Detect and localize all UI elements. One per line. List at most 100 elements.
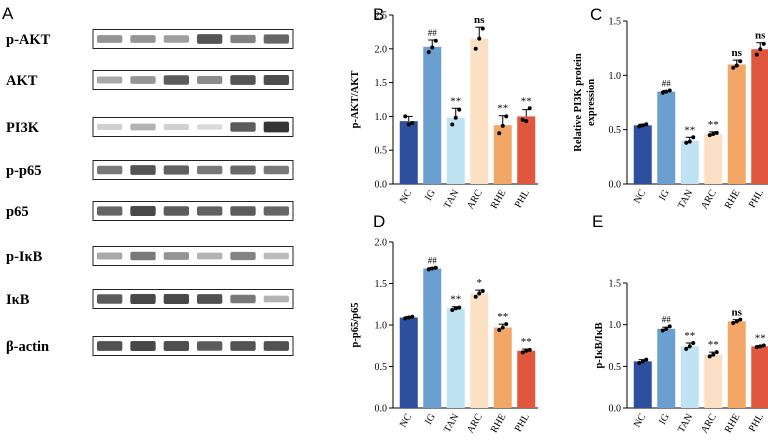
y-tick-label: 1.0: [609, 71, 622, 82]
blot-band: [97, 206, 123, 216]
bar-ig: [423, 46, 442, 184]
bar-arc: [704, 134, 723, 184]
blot-band: [130, 123, 156, 131]
data-point: [500, 123, 505, 128]
data-point: [664, 89, 669, 94]
category-label: PHL: [513, 188, 532, 210]
data-point: [707, 133, 712, 138]
blot-band: [263, 252, 289, 260]
data-point: [473, 46, 478, 51]
bar-tan: [446, 117, 465, 184]
blot-band: [197, 76, 223, 84]
category-label: RHE: [489, 188, 509, 211]
y-axis-label: Relative PI3K protein expression: [573, 53, 597, 152]
data-point: [500, 325, 505, 330]
data-point: [497, 327, 502, 332]
y-tick-label: 0.5: [375, 362, 388, 373]
data-point: [433, 265, 438, 270]
blot-row-label: IκB: [6, 292, 30, 308]
blot-band: [263, 34, 289, 44]
blot-band: [97, 294, 123, 304]
blot-strip: [92, 29, 294, 49]
data-point: [403, 316, 408, 321]
data-point: [524, 119, 529, 124]
data-point: [714, 350, 719, 355]
data-point: [477, 291, 482, 296]
significance-label: *: [477, 277, 483, 289]
data-point: [403, 114, 408, 119]
blot-band: [263, 295, 289, 303]
y-tick-label: 1.0: [609, 320, 622, 331]
blot-band: [97, 252, 123, 260]
significance-label: **: [497, 311, 508, 323]
significance-label: **: [521, 95, 532, 107]
data-point: [524, 348, 529, 353]
chart-panel-c: C 0.0 0.5 1.0 1.5 Relative PI3K protein expres…: [573, 5, 768, 211]
blot-band: [230, 206, 256, 216]
blot-band: [163, 165, 189, 175]
data-point: [734, 63, 739, 68]
significance-label: **: [708, 339, 719, 351]
blot-band: [197, 341, 223, 351]
significance-label: **: [684, 124, 695, 136]
panel-letter-a: A: [2, 4, 14, 23]
blot-band: [163, 252, 189, 260]
blot-band: [230, 165, 256, 175]
significance-label: **: [450, 294, 461, 306]
bar-rhe: [493, 125, 512, 184]
y-tick-label: 0.5: [375, 146, 388, 157]
blot-strip: [92, 160, 294, 180]
bar-nc: [633, 125, 652, 184]
data-point: [754, 52, 759, 57]
data-point: [684, 140, 689, 145]
y-axis-label: p-p65/p65: [350, 303, 361, 348]
category-label: IG: [657, 188, 672, 203]
blot-band: [230, 251, 256, 261]
significance-label: **: [755, 333, 766, 345]
category-label: TAN: [442, 412, 461, 435]
blot-band: [130, 76, 156, 84]
blot-band: [163, 341, 189, 351]
y-tick-label: 1.5: [609, 17, 622, 28]
data-point: [504, 114, 509, 119]
data-point: [527, 347, 532, 352]
bar-ig: [423, 268, 442, 408]
data-point: [687, 344, 692, 349]
data-point: [754, 345, 759, 350]
category-label: ARC: [465, 188, 485, 212]
data-point: [406, 122, 411, 127]
data-point: [761, 343, 766, 348]
panel-letter: B: [373, 5, 384, 24]
data-point: [457, 107, 462, 112]
category-label: RHE: [489, 412, 509, 435]
significance-label: ##: [428, 256, 438, 266]
blot-band: [163, 293, 189, 305]
category-label: TAN: [676, 412, 695, 435]
blot-band: [163, 124, 189, 130]
category-label: NC: [632, 188, 649, 206]
blot-strip: [92, 246, 294, 266]
blot-band: [197, 294, 223, 304]
panel-letter: E: [592, 212, 603, 231]
bar-nc: [633, 361, 652, 408]
data-point: [640, 123, 645, 128]
y-tick-label: 2.0: [375, 44, 388, 55]
blot-band: [197, 206, 223, 216]
data-point: [684, 346, 689, 351]
data-point: [430, 266, 435, 271]
data-point: [426, 267, 431, 272]
y-tick-label: 2.0: [375, 238, 388, 249]
data-point: [691, 341, 696, 345]
bar-tan: [446, 308, 465, 408]
data-point: [667, 88, 672, 93]
data-point: [644, 122, 649, 127]
blot-row-label: AKT: [6, 73, 38, 89]
category-label: NC: [398, 188, 415, 206]
y-tick-label: 0.0: [609, 180, 622, 191]
bar-phl: [517, 350, 536, 408]
significance-label: **: [708, 119, 719, 131]
data-point: [453, 306, 458, 311]
blot-band: [197, 165, 223, 175]
y-tick-label: 0.5: [609, 125, 622, 136]
